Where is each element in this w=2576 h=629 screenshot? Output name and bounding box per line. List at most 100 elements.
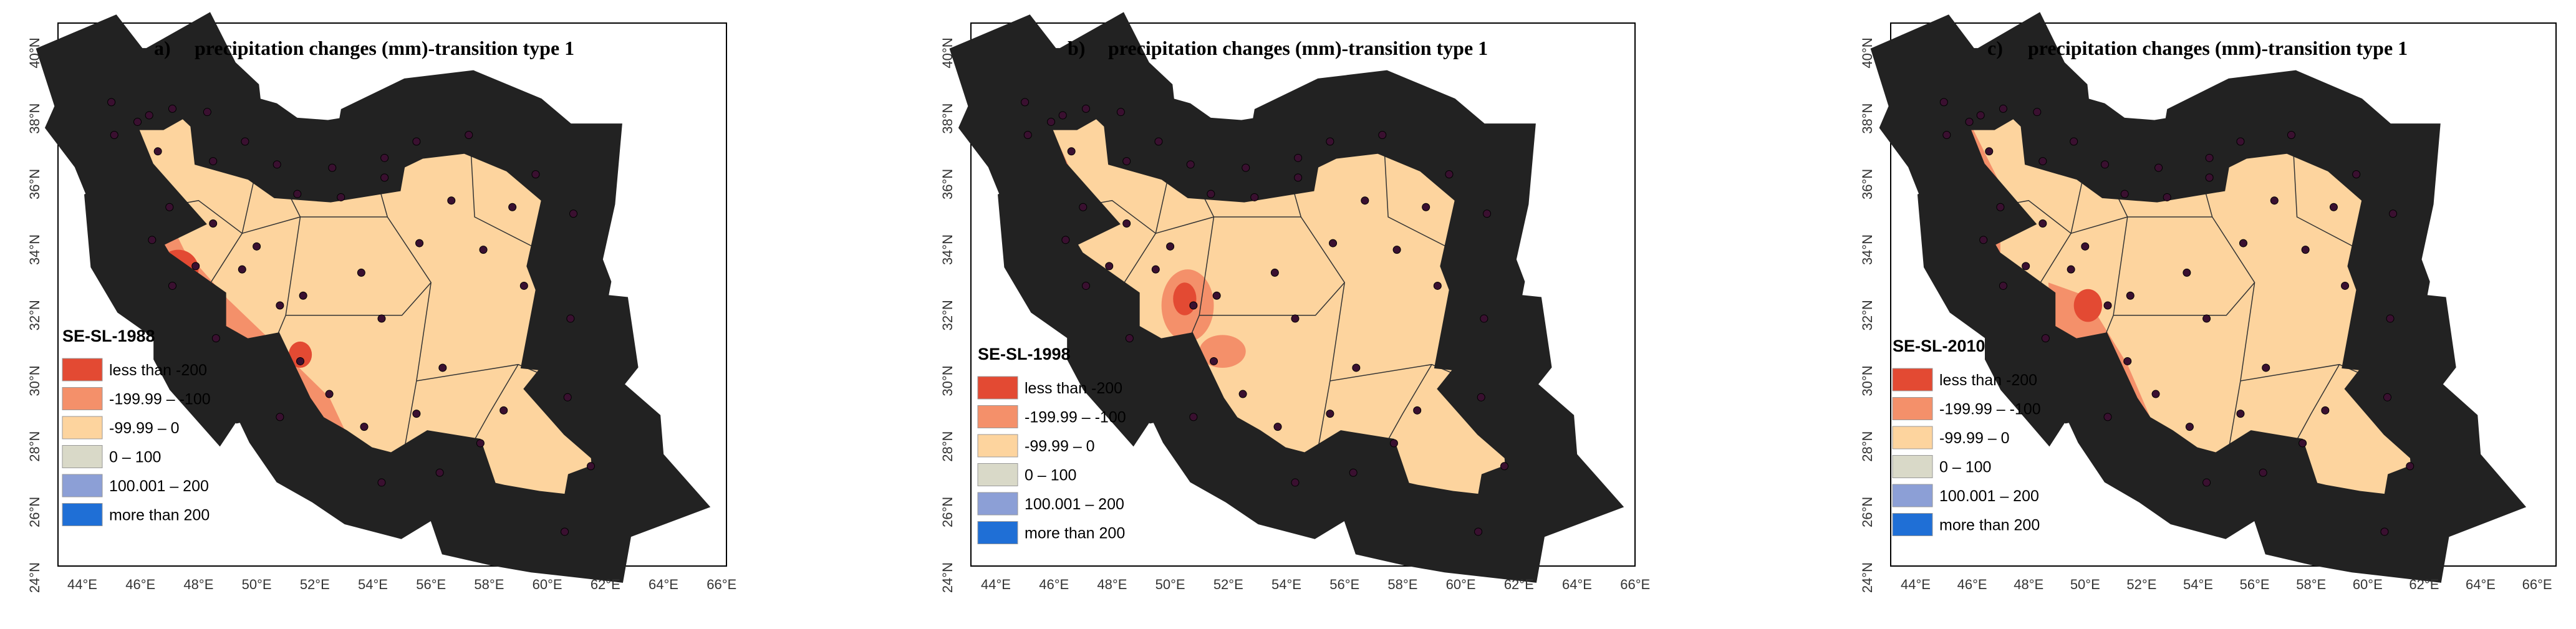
station (337, 193, 345, 201)
station (1081, 281, 1090, 290)
station (1976, 111, 1985, 120)
longitude-label: 46°E (125, 577, 155, 592)
station (2383, 393, 2392, 401)
station (1413, 406, 1422, 415)
longitude-label: 66°E (1620, 577, 1650, 592)
station (2183, 268, 2191, 277)
longitude-label: 64°E (1562, 577, 1592, 592)
longitude-label: 50°E (2070, 577, 2100, 592)
panel-title: precipitation changes (mm)-transition ty… (2028, 37, 2408, 59)
longitude-label: 58°E (2296, 577, 2326, 592)
station (2120, 190, 2129, 198)
legend-label: 100.001 – 200 (1939, 487, 2039, 505)
station (1212, 291, 1221, 300)
longitude-label: 60°E (1446, 577, 1476, 592)
station (2041, 334, 2050, 343)
station (168, 104, 176, 113)
station (2262, 363, 2270, 372)
station (1445, 170, 1454, 179)
legend-label: 0 – 100 (1025, 467, 1076, 484)
station (1326, 137, 1334, 146)
station (519, 281, 528, 290)
station (2202, 314, 2211, 323)
station (2205, 173, 2214, 182)
latitude-label: 26°N (1860, 497, 1875, 527)
legend-swatch (1892, 513, 1933, 536)
longitude-label: 54°E (1271, 577, 1301, 592)
latitude-label: 36°N (940, 169, 955, 199)
station (2081, 242, 2090, 251)
longitude-label: 66°E (2522, 577, 2552, 592)
station (1047, 117, 1056, 126)
station (1352, 363, 1361, 372)
station (153, 147, 162, 156)
station (476, 439, 485, 448)
station (191, 262, 200, 271)
latitude-label: 32°N (1860, 300, 1875, 330)
legend-label: 0 – 100 (1939, 459, 1991, 476)
longitude-label: 60°E (2353, 577, 2383, 592)
longitude-label: 52°E (1213, 577, 1243, 592)
station (499, 406, 508, 415)
station (357, 268, 365, 277)
station (1116, 108, 1125, 117)
station (2299, 439, 2307, 448)
station (2259, 468, 2267, 477)
latitude-label: 30°N (1860, 365, 1875, 396)
station (1270, 268, 1279, 277)
panel-title: precipitation changes (mm)-transition ty… (195, 37, 574, 59)
legend-swatch (1892, 455, 1933, 478)
longitude-label: 58°E (474, 577, 504, 592)
station (465, 131, 473, 139)
anomaly-area (288, 341, 312, 368)
longitude-label: 60°E (533, 577, 562, 592)
latitude-label: 26°N (27, 497, 42, 527)
legend-swatch (977, 376, 1018, 400)
station (1939, 98, 1948, 107)
station (299, 291, 307, 300)
station (165, 203, 174, 211)
station (1477, 393, 1485, 401)
station (1250, 193, 1259, 201)
station (447, 196, 456, 205)
legend-swatch (62, 387, 103, 410)
station (1122, 219, 1131, 228)
station (2126, 291, 2135, 300)
station (438, 363, 447, 372)
legend-swatch (62, 445, 103, 468)
map-panel: a) precipitation changes (mm)-transition … (27, 23, 736, 593)
legend-label: -199.99 – -100 (1025, 409, 1126, 426)
anomaly-area (2073, 289, 2102, 322)
station (276, 301, 284, 310)
station (1242, 163, 1250, 172)
station (2123, 357, 2132, 365)
legend-label: more than 200 (1939, 517, 2040, 534)
legend-swatch (977, 405, 1018, 428)
legend-label: less than -200 (109, 362, 207, 379)
panel-title: precipitation changes (mm)-transition ty… (1108, 37, 1488, 59)
latitude-label: 36°N (1860, 169, 1875, 199)
longitude-label: 56°E (2240, 577, 2270, 592)
longitude-label: 62°E (1504, 577, 1534, 592)
latitude-label: 30°N (27, 365, 42, 396)
station (508, 203, 517, 211)
station (563, 393, 572, 401)
station (1021, 98, 1030, 107)
legend-label: less than -200 (1025, 380, 1122, 397)
station (1483, 209, 1492, 218)
station (1061, 236, 1070, 244)
latitude-label: 32°N (940, 300, 955, 330)
station (2287, 131, 2295, 139)
province-border (2195, 155, 2254, 496)
station (2270, 196, 2279, 205)
legend-swatch (62, 474, 103, 497)
station (360, 423, 369, 431)
latitude-label: 40°N (1860, 37, 1875, 68)
station (1079, 203, 1088, 211)
legend-swatch (1892, 368, 1933, 391)
station (1122, 157, 1131, 166)
station (1979, 236, 1988, 244)
legend-swatch (62, 416, 103, 439)
legend-label: 100.001 – 200 (109, 478, 209, 495)
station (2185, 423, 2194, 431)
